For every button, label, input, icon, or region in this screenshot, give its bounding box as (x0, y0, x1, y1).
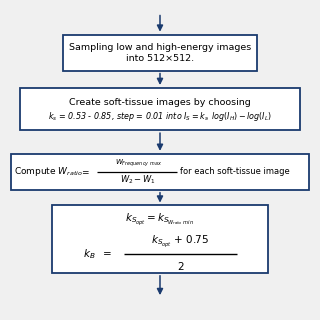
Text: Create soft-tissue images by choosing: Create soft-tissue images by choosing (69, 98, 251, 107)
Text: Sampling low and high-energy images: Sampling low and high-energy images (69, 43, 251, 52)
Text: $W_2 - W_1$: $W_2 - W_1$ (120, 174, 156, 186)
Text: $W_{Frequency\ max}$: $W_{Frequency\ max}$ (115, 157, 162, 169)
Text: Compute $W_{ratio}$: Compute $W_{ratio}$ (14, 165, 83, 178)
FancyBboxPatch shape (52, 205, 268, 273)
Text: $k_{S_{opt}} = k_{S_{W_{ratio}\ min}}$: $k_{S_{opt}} = k_{S_{W_{ratio}\ min}}$ (125, 212, 195, 228)
FancyBboxPatch shape (11, 154, 309, 190)
FancyBboxPatch shape (63, 35, 257, 71)
Text: $k_B$  $=$: $k_B$ $=$ (83, 247, 113, 261)
Text: into 512×512.: into 512×512. (126, 53, 194, 63)
Text: for each soft-tissue image: for each soft-tissue image (180, 167, 290, 176)
Text: $k_s$ = 0.53 - 0.85, step = 0.01 into $I_S = k_s\!.\,log(I_H) - log(I_L)$: $k_s$ = 0.53 - 0.85, step = 0.01 into $I… (48, 110, 272, 123)
FancyBboxPatch shape (20, 88, 300, 130)
Text: $=$: $=$ (80, 167, 90, 176)
Text: $k_{S_{opt}}$ + 0.75: $k_{S_{opt}}$ + 0.75 (151, 234, 210, 250)
Text: $2$: $2$ (177, 260, 184, 272)
